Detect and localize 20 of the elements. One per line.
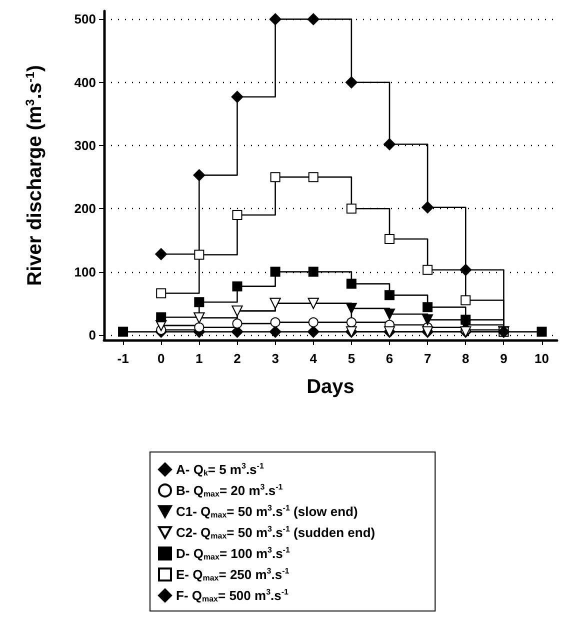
x-tick-label: 10: [534, 351, 550, 366]
x-tick-label: 5: [348, 351, 356, 366]
x-tick-label: -1: [117, 351, 129, 366]
x-tick-label: 1: [196, 351, 203, 366]
x-tick-label: 4: [310, 351, 318, 366]
y-tick-label: 500: [74, 12, 96, 27]
y-tick-label: 300: [74, 138, 96, 154]
x-axis-title: Days: [306, 376, 354, 398]
y-tick-label: 100: [74, 264, 96, 280]
x-tick-label: 7: [424, 351, 432, 366]
x-tick-label: 6: [386, 351, 394, 366]
x-tick-label: 0: [157, 351, 165, 366]
x-tick-label: 2: [234, 351, 241, 366]
y-tick-label: 400: [74, 74, 96, 90]
y-axis-title: River discharge (m3.s-1): [23, 65, 46, 286]
y-tick-label: 200: [74, 201, 96, 216]
x-tick-label: 3: [272, 351, 279, 366]
x-tick-label: 8: [462, 351, 470, 366]
x-tick-label: 9: [500, 351, 508, 366]
y-tick-label: 0: [88, 327, 96, 342]
